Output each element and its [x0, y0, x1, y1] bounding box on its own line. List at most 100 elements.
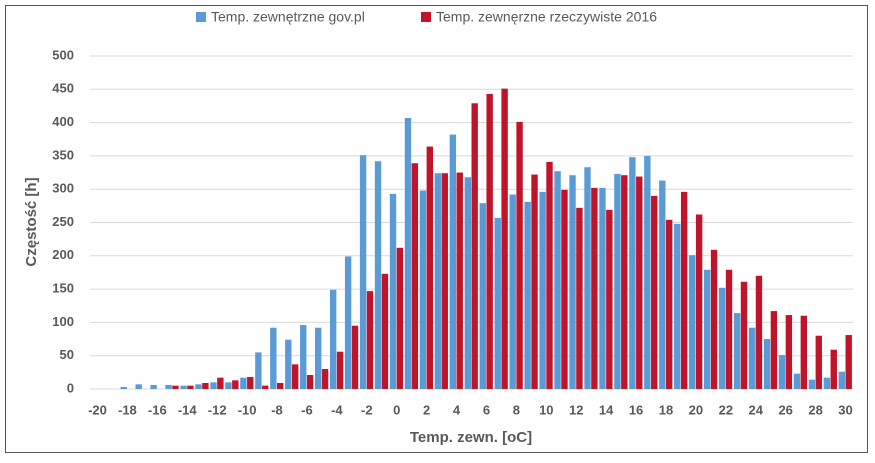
x-tick-label: -4 — [331, 402, 343, 417]
bar — [396, 247, 404, 389]
bar — [680, 191, 688, 389]
bar — [321, 369, 329, 389]
x-tick-label: 28 — [808, 402, 822, 417]
y-tick-label: 400 — [52, 114, 74, 129]
bar — [606, 209, 613, 389]
bar — [411, 163, 419, 389]
bar — [344, 256, 352, 389]
bar — [710, 249, 718, 389]
y-tick-label: 300 — [52, 181, 74, 196]
legend-label: Temp. zewnęrzne rzeczywiste 2016 — [436, 9, 657, 25]
bar — [509, 194, 516, 389]
x-tick-label: -8 — [271, 402, 283, 417]
bar — [359, 155, 367, 389]
bar — [651, 195, 658, 389]
bar — [689, 255, 696, 389]
x-tick-label: 10 — [539, 402, 553, 417]
x-axis-label: Temp. zewn. [oC] — [410, 429, 532, 446]
bar — [808, 379, 816, 389]
x-tick-label: 16 — [629, 402, 643, 417]
bar — [546, 161, 553, 389]
bar — [434, 173, 442, 389]
bar — [838, 371, 846, 389]
bar — [539, 191, 546, 389]
bar — [599, 187, 606, 389]
bar — [120, 387, 127, 389]
bar — [486, 93, 493, 389]
bar — [665, 219, 673, 389]
bar — [703, 269, 711, 389]
bar — [329, 289, 337, 389]
x-tick-label: -14 — [178, 402, 198, 417]
bar — [725, 269, 733, 389]
x-tick-label: 20 — [689, 402, 703, 417]
y-tick-label: 500 — [52, 47, 74, 62]
bar — [531, 174, 538, 389]
y-tick-label: 250 — [52, 214, 74, 229]
x-tick-label: 2 — [423, 402, 430, 417]
x-tick-label: 6 — [483, 402, 490, 417]
x-tick-label: 30 — [838, 402, 852, 417]
bar — [584, 167, 591, 389]
bar — [471, 103, 478, 389]
bar — [516, 121, 523, 390]
y-tick-label: 450 — [52, 81, 74, 96]
x-tick-label: -10 — [238, 402, 257, 417]
bar — [210, 382, 217, 389]
legend-swatch — [421, 12, 431, 22]
x-tick-label: 24 — [749, 402, 764, 417]
bar — [336, 351, 344, 389]
bar — [300, 325, 307, 389]
bar — [740, 281, 748, 389]
bar — [277, 383, 284, 389]
x-tick-label: 12 — [569, 402, 583, 417]
bar — [456, 172, 463, 389]
bar — [180, 385, 187, 389]
bar — [845, 335, 852, 389]
bar — [217, 377, 224, 389]
y-tick-label: 0 — [67, 380, 74, 395]
bar — [569, 175, 576, 389]
bar — [591, 187, 598, 389]
bar — [441, 173, 448, 389]
x-tick-label: -20 — [88, 402, 107, 417]
bar — [659, 180, 666, 389]
bar — [262, 385, 269, 389]
bar — [621, 175, 628, 389]
y-tick-label: 50 — [60, 347, 74, 362]
legend-swatch — [196, 12, 206, 22]
bar — [374, 161, 382, 389]
x-tick-label: 8 — [513, 402, 520, 417]
bar — [315, 327, 322, 389]
bar — [554, 171, 561, 389]
bar — [187, 385, 194, 389]
bar — [785, 315, 793, 389]
bar — [306, 375, 314, 389]
bar — [135, 384, 142, 389]
bar — [561, 189, 568, 389]
y-tick-label: 150 — [52, 281, 74, 296]
bar — [793, 373, 801, 389]
legend-label: Temp. zewnętrzne gov.pl — [211, 9, 365, 25]
bar — [195, 384, 202, 389]
bar — [830, 349, 837, 389]
bar — [763, 339, 771, 389]
bar — [695, 214, 703, 389]
bar — [815, 335, 822, 389]
y-tick-label: 350 — [52, 147, 74, 162]
x-tick-label: 14 — [599, 402, 614, 417]
bar — [644, 155, 651, 389]
bar — [748, 327, 756, 389]
x-tick-label: -18 — [118, 402, 137, 417]
bar — [479, 203, 486, 389]
bar — [389, 193, 397, 389]
bar — [770, 311, 778, 389]
x-tick-label: -12 — [208, 402, 227, 417]
bar — [494, 217, 501, 389]
bar — [629, 157, 636, 389]
x-tick-label: -2 — [361, 402, 373, 417]
bar — [733, 313, 741, 389]
bar — [419, 190, 427, 389]
bar — [240, 377, 247, 389]
